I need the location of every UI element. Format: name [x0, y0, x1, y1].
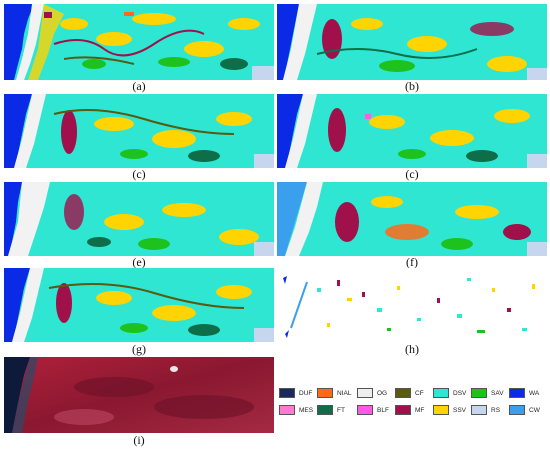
legend-item-rs: RS	[471, 404, 500, 416]
legend-label: WA	[529, 389, 540, 397]
legend-item-ft: FT	[317, 404, 345, 416]
legend-label: DSV	[453, 389, 467, 397]
caption-e: (e)	[132, 255, 146, 269]
legend-item-ssv: SSV	[433, 404, 466, 416]
map-panel-c-left	[4, 94, 274, 168]
map-panel-e	[4, 182, 274, 256]
legend-swatch	[509, 405, 525, 415]
map-panel-h	[277, 268, 547, 342]
caption-a: (a)	[132, 79, 146, 93]
caption-f: (f)	[406, 255, 418, 269]
legend-swatch	[433, 388, 449, 398]
legend-label: BLF	[377, 406, 389, 414]
legend-swatch	[279, 388, 295, 398]
legend-label: FT	[337, 406, 345, 414]
legend-swatch	[279, 405, 295, 415]
legend-label: RS	[491, 406, 501, 414]
legend-swatch	[317, 388, 333, 398]
legend-label: CF	[415, 389, 424, 397]
legend-swatch	[471, 405, 487, 415]
legend-swatch	[395, 405, 411, 415]
legend-label: OG	[377, 389, 388, 397]
legend-item-duf: DUF	[279, 387, 312, 399]
legend-label: CW	[529, 406, 540, 414]
legend-item-mes: MES	[279, 404, 313, 416]
caption-h: (h)	[405, 342, 419, 356]
map-panel-g	[4, 268, 274, 342]
legend-swatch	[471, 388, 487, 398]
caption-c-right: (c)	[405, 167, 419, 181]
legend-swatch	[433, 405, 449, 415]
legend-swatch	[357, 405, 373, 415]
legend-item-wa: WA	[509, 387, 539, 399]
legend-swatch	[509, 388, 525, 398]
legend-item-cf: CF	[395, 387, 424, 399]
map-panel-a	[4, 4, 274, 80]
caption-c-left: (c)	[132, 167, 146, 181]
legend-item-mf: MF	[395, 404, 424, 416]
legend-label: DUF	[299, 389, 313, 397]
legend-swatch	[317, 405, 333, 415]
legend-item-blf: BLF	[357, 404, 389, 416]
legend-swatch	[395, 388, 411, 398]
legend-label: MF	[415, 406, 425, 414]
legend-item-og: OG	[357, 387, 387, 399]
legend-item-nial: NIAL	[317, 387, 351, 399]
map-panel-b	[277, 4, 547, 80]
legend-item-dsv: DSV	[433, 387, 466, 399]
legend-label: SSV	[453, 406, 467, 414]
legend-label: SAV	[491, 389, 504, 397]
legend-item-sav: SAV	[471, 387, 504, 399]
legend-swatch	[357, 388, 373, 398]
legend-label: MES	[299, 406, 314, 414]
map-panel-c-right	[277, 94, 547, 168]
caption-b: (b)	[405, 79, 419, 93]
caption-g: (g)	[132, 342, 146, 356]
satellite-image-panel-i	[4, 357, 274, 433]
map-panel-f	[277, 182, 547, 256]
caption-i: (i)	[133, 433, 145, 447]
legend-item-cw: CW	[509, 404, 540, 416]
legend: DUF NIAL OG CF DSV SAV WA MES FT BLF MF SSV RS CW	[279, 387, 547, 423]
legend-label: NIAL	[337, 389, 352, 397]
